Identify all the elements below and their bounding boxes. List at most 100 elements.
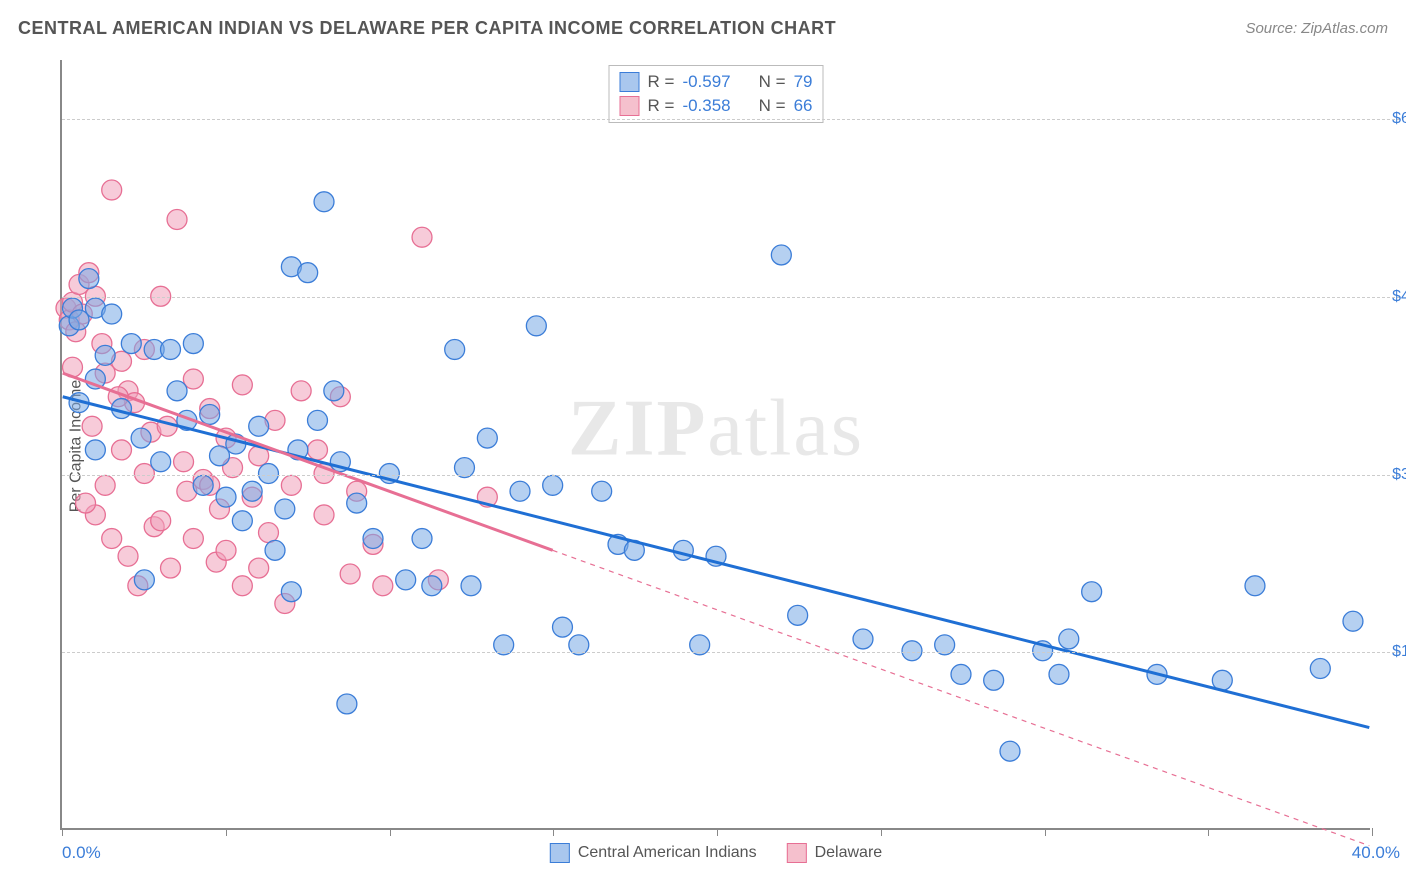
scatter-point xyxy=(324,381,344,401)
gridline xyxy=(62,475,1400,476)
legend-item: Delaware xyxy=(787,843,883,863)
x-tick xyxy=(226,828,227,836)
x-tick xyxy=(390,828,391,836)
scatter-point xyxy=(216,540,236,560)
legend-swatch xyxy=(550,843,570,863)
scatter-point xyxy=(592,481,612,501)
legend-label: Central American Indians xyxy=(578,844,757,862)
scatter-point xyxy=(396,570,416,590)
scatter-point xyxy=(461,576,481,596)
gridline xyxy=(62,297,1400,298)
scatter-point xyxy=(76,493,96,513)
x-tick xyxy=(553,828,554,836)
scatter-point xyxy=(79,269,99,289)
stat-n-value: 79 xyxy=(794,72,813,92)
stats-row: R = -0.597 N = 79 xyxy=(620,70,813,94)
scatter-point xyxy=(291,381,311,401)
plot-area: ZIPatlas R =-0.597N =79R =-0.358N =66 0.… xyxy=(60,60,1370,830)
x-tick xyxy=(1372,828,1373,836)
scatter-point xyxy=(102,304,122,324)
scatter-point xyxy=(1082,582,1102,602)
scatter-point xyxy=(1049,664,1069,684)
scatter-point xyxy=(1059,629,1079,649)
x-tick xyxy=(1045,828,1046,836)
scatter-point xyxy=(167,210,187,230)
scatter-point xyxy=(1000,741,1020,761)
legend-swatch xyxy=(620,96,640,116)
y-tick-label: $30,000 xyxy=(1380,466,1406,484)
y-tick-label: $60,000 xyxy=(1380,110,1406,128)
stat-r-value: -0.358 xyxy=(682,96,730,116)
scatter-point xyxy=(259,523,279,543)
stat-r-value: -0.597 xyxy=(682,72,730,92)
chart-svg xyxy=(62,60,1370,828)
scatter-point xyxy=(422,576,442,596)
scatter-point xyxy=(902,641,922,661)
scatter-point xyxy=(183,334,203,354)
scatter-point xyxy=(232,511,252,531)
scatter-point xyxy=(95,475,115,495)
stat-r-label: R = xyxy=(648,96,675,116)
x-tick xyxy=(62,828,63,836)
scatter-point xyxy=(951,664,971,684)
scatter-point xyxy=(771,245,791,265)
scatter-point xyxy=(95,345,115,365)
scatter-point xyxy=(314,192,334,212)
stat-n-label: N = xyxy=(759,96,786,116)
scatter-point xyxy=(151,452,171,472)
scatter-point xyxy=(102,529,122,549)
scatter-point xyxy=(308,440,328,460)
legend-item: Central American Indians xyxy=(550,843,757,863)
scatter-point xyxy=(1343,611,1363,631)
gridline xyxy=(62,119,1400,120)
scatter-point xyxy=(984,670,1004,690)
scatter-point xyxy=(373,576,393,596)
scatter-point xyxy=(85,440,105,460)
scatter-point xyxy=(249,416,269,436)
stats-legend-box: R = -0.597 N = 79 R = -0.358 N = 66 xyxy=(609,65,824,123)
legend-swatch xyxy=(787,843,807,863)
scatter-point xyxy=(112,440,132,460)
scatter-point xyxy=(673,540,693,560)
scatter-point xyxy=(183,529,203,549)
scatter-point xyxy=(232,375,252,395)
stat-n-label: N = xyxy=(759,72,786,92)
scatter-point xyxy=(82,416,102,436)
x-tick xyxy=(717,828,718,836)
scatter-point xyxy=(265,540,285,560)
scatter-point xyxy=(510,481,530,501)
stat-r-label: R = xyxy=(648,72,675,92)
source-label: Source: ZipAtlas.com xyxy=(1245,20,1388,37)
scatter-point xyxy=(308,410,328,430)
stat-n-value: 66 xyxy=(794,96,813,116)
scatter-point xyxy=(134,570,154,590)
gridline xyxy=(62,652,1400,653)
scatter-point xyxy=(788,605,808,625)
scatter-point xyxy=(167,381,187,401)
scatter-point xyxy=(161,558,181,578)
scatter-point xyxy=(161,340,181,360)
scatter-point xyxy=(102,180,122,200)
scatter-point xyxy=(118,546,138,566)
scatter-point xyxy=(216,487,236,507)
scatter-point xyxy=(151,511,171,531)
scatter-point xyxy=(526,316,546,336)
legend-bottom: Central American Indians Delaware xyxy=(550,843,882,863)
scatter-point xyxy=(412,529,432,549)
scatter-point xyxy=(174,452,194,472)
scatter-point xyxy=(363,529,383,549)
scatter-point xyxy=(553,617,573,637)
scatter-point xyxy=(259,464,279,484)
scatter-point xyxy=(347,493,367,513)
scatter-point xyxy=(242,481,262,501)
scatter-point xyxy=(543,475,563,495)
scatter-point xyxy=(200,404,220,424)
y-tick-label: $15,000 xyxy=(1380,643,1406,661)
scatter-point xyxy=(853,629,873,649)
y-tick-label: $45,000 xyxy=(1380,288,1406,306)
x-axis-max-label: 40.0% xyxy=(1352,843,1400,863)
x-tick xyxy=(1208,828,1209,836)
chart-title: CENTRAL AMERICAN INDIAN VS DELAWARE PER … xyxy=(18,18,836,39)
scatter-point xyxy=(249,558,269,578)
scatter-point xyxy=(232,576,252,596)
